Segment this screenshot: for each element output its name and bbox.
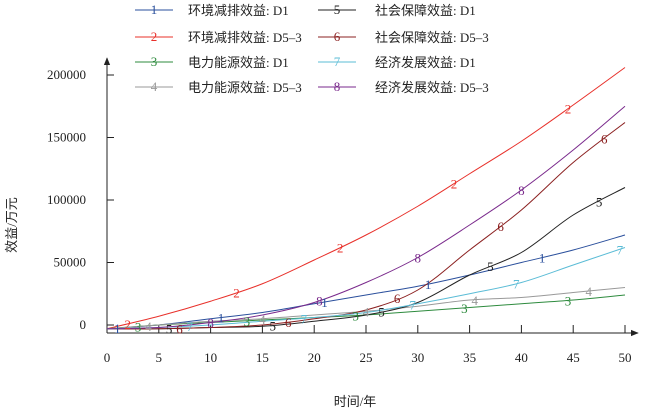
series-marker-4: 4: [363, 304, 370, 319]
x-tick-label: 30: [411, 350, 424, 365]
series-marker-7: 7: [409, 298, 416, 313]
series-line-8: [106, 105, 626, 330]
legend-marker-5: 5: [334, 2, 341, 17]
series-marker-3: 3: [352, 309, 359, 324]
series-marker-5: 5: [487, 259, 494, 274]
series-marker-1: 1: [218, 311, 225, 326]
series-marker-4: 4: [259, 312, 266, 327]
legend-label: 社会保障效益: D1: [375, 3, 476, 18]
series-marker-2: 2: [451, 177, 458, 192]
series-marker-8: 8: [316, 294, 323, 309]
axes: [103, 57, 639, 337]
series-marker-5: 5: [378, 304, 385, 319]
legend-label: 电力能源效益: D1: [188, 55, 289, 70]
x-tick-label: 35: [463, 350, 476, 365]
series-marker-6: 6: [285, 315, 292, 330]
x-tick-label: 5: [156, 350, 163, 365]
series-line-6: [106, 122, 626, 330]
series-marker-4: 4: [145, 319, 152, 334]
legend-label: 环境减排效益: D1: [188, 3, 289, 18]
series-marker-2: 2: [565, 102, 572, 117]
legend-marker-3: 3: [151, 54, 158, 69]
series-marker-8: 8: [207, 316, 214, 331]
legend-marker-6: 6: [334, 29, 341, 44]
series-marker-2: 2: [233, 286, 240, 301]
legend: 1 环境减排效益: D1 2 环境减排效益: D5–3 3 电力能源效益: D1 4 电力能源…: [135, 2, 489, 95]
series-line-4: [106, 287, 626, 330]
legend-marker-1: 1: [151, 2, 158, 17]
series-marker-3: 3: [565, 293, 572, 308]
series-marker-2: 2: [337, 241, 344, 256]
legend-label: 电力能源效益: D5–3: [188, 80, 302, 95]
legend-marker-8: 8: [334, 79, 341, 94]
y-tick-label: 50000: [54, 255, 87, 270]
legend-label: 经济发展效益: D1: [375, 55, 476, 70]
legend-marker-4: 4: [151, 79, 158, 94]
legend-label: 经济发展效益: D5–3: [375, 80, 489, 95]
series-marker-1: 1: [539, 251, 546, 266]
series-marker-4: 4: [585, 284, 592, 299]
series-marker-7: 7: [617, 242, 624, 257]
series-marker-6: 6: [497, 219, 504, 234]
series-marker-8: 8: [518, 183, 525, 198]
series-marker-1: 1: [114, 321, 121, 336]
x-tick-label: 25: [360, 350, 373, 365]
series-line-1: [106, 234, 626, 330]
legend-label: 社会保障效益: D5–3: [375, 30, 489, 45]
series-marker-8: 8: [415, 251, 422, 266]
series-line-7: [106, 247, 626, 330]
x-tick-label: 50: [619, 350, 632, 365]
legend-label: 环境减排效益: D5–3: [188, 30, 302, 45]
series-marker-7: 7: [301, 311, 308, 326]
legend-marker-2: 2: [151, 29, 158, 44]
legend-marker-7: 7: [334, 54, 341, 69]
series-marker-2: 2: [124, 317, 131, 332]
series-marker-6: 6: [394, 291, 401, 306]
series-marker-3: 3: [244, 314, 251, 329]
series-marker-5: 5: [270, 318, 277, 333]
series-marker-6: 6: [601, 132, 608, 147]
series-marker-1: 1: [321, 295, 328, 310]
series-marker-4: 4: [472, 293, 479, 308]
y-axis-label: 效益/万元: [4, 197, 19, 253]
series-marker-6: 6: [176, 321, 183, 336]
y-tick-label: 150000: [47, 130, 86, 145]
y-tick-label: 0: [80, 317, 87, 332]
x-axis-label: 时间/年: [334, 394, 377, 409]
x-tick-label: 15: [256, 350, 269, 365]
series-marker-7: 7: [513, 277, 520, 292]
series-marker-5: 5: [596, 194, 603, 209]
x-tick-label: 40: [515, 350, 528, 365]
x-tick-label: 0: [104, 350, 111, 365]
series-marker-3: 3: [461, 301, 468, 316]
series-marker-3: 3: [135, 320, 142, 335]
series-marker-5: 5: [166, 322, 173, 337]
x-tick-label: 45: [567, 350, 580, 365]
y-tick-label: 100000: [47, 192, 86, 207]
x-tick-label: 20: [308, 350, 321, 365]
x-tick-label: 10: [204, 350, 217, 365]
series-marker-1: 1: [425, 277, 432, 292]
y-tick-label: 200000: [47, 67, 86, 82]
series-marker-7: 7: [187, 319, 194, 334]
series-line-2: [106, 67, 626, 330]
